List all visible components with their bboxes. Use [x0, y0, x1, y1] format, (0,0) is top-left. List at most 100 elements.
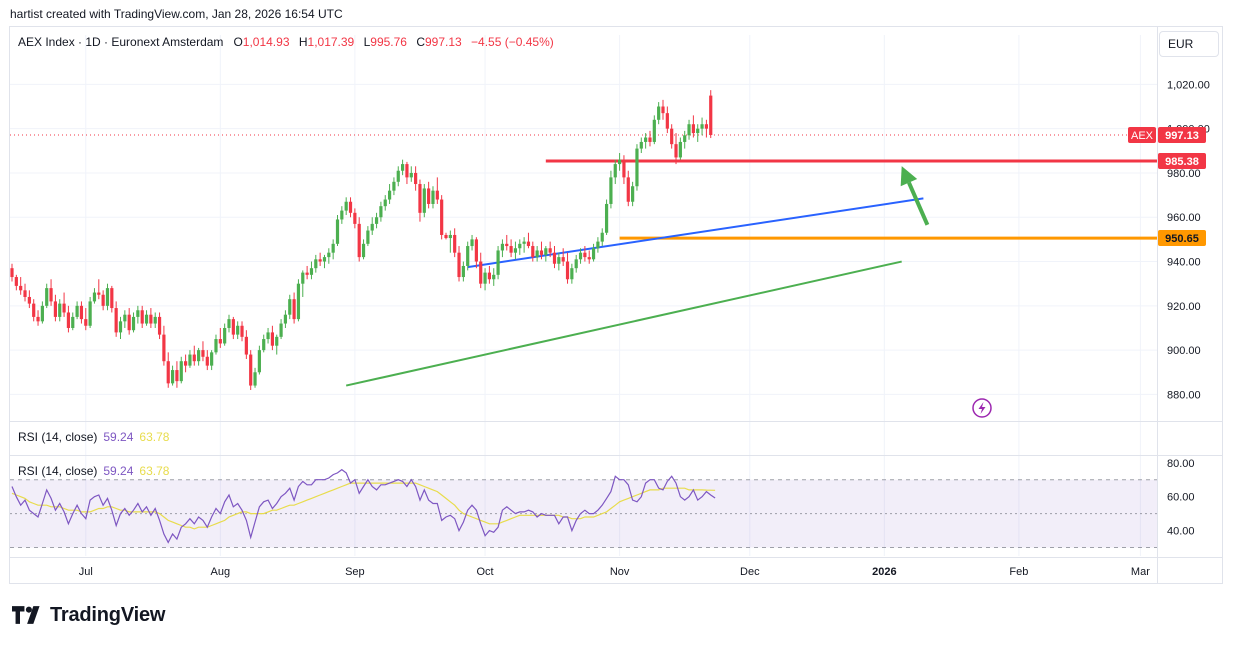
candle-body	[71, 316, 75, 328]
candle-body	[657, 106, 661, 120]
candle-body	[709, 95, 713, 136]
candle-body	[678, 141, 682, 158]
candle-body	[440, 199, 444, 235]
candle-body	[153, 316, 157, 324]
rsi-line	[11, 468, 716, 544]
close-label: C	[416, 35, 425, 49]
candle-body	[470, 239, 474, 247]
high-value: 1,017.39	[307, 35, 355, 49]
candle-body	[383, 199, 387, 207]
price-tick-label: 960.00	[1167, 212, 1201, 224]
time-tick-label: Oct	[476, 566, 493, 578]
tradingview-logo-icon	[12, 606, 40, 624]
rsi-ma-line	[11, 482, 716, 530]
trend-blue-line	[467, 197, 924, 269]
rsi-legend-2[interactable]: RSI (14, close) 59.24 63.78	[18, 464, 169, 478]
candle-body	[23, 290, 27, 297]
time-tick-label: Sep	[345, 566, 365, 578]
candle-body	[604, 203, 609, 233]
symbol-legend[interactable]: AEX Index · 1D · Euronext Amsterdam O1,0…	[18, 35, 554, 49]
candle-body	[275, 336, 279, 346]
candle-body	[279, 323, 283, 337]
candle-body	[370, 223, 374, 231]
candle-body	[570, 268, 574, 280]
candle-body	[101, 294, 105, 306]
candle-body	[348, 201, 353, 213]
candle-body	[340, 210, 344, 220]
candle-body	[618, 159, 622, 165]
lightning-icon	[972, 398, 992, 418]
candle-body	[704, 124, 708, 129]
chart-caption: hartist created with TradingView.com, Ja…	[10, 7, 343, 21]
candle-body	[296, 283, 301, 320]
candle-body	[409, 172, 413, 178]
price-tick-label: 880.00	[1167, 389, 1201, 401]
candle-body	[218, 339, 222, 344]
candle-body	[565, 261, 570, 280]
candle-body	[652, 119, 656, 142]
candle-body	[544, 248, 548, 255]
candle-body	[162, 334, 166, 362]
candle-body	[648, 137, 652, 142]
candle-body	[27, 296, 31, 304]
candle-body	[45, 288, 49, 306]
candle-body	[184, 361, 188, 366]
candle-body	[10, 268, 14, 278]
rsi-legend-1[interactable]: RSI (14, close) 59.24 63.78	[18, 430, 169, 444]
candle-body	[214, 339, 218, 353]
time-tick-label: Jul	[79, 566, 93, 578]
candle-body	[62, 303, 66, 313]
price-tag-text: 985.38	[1165, 156, 1199, 168]
candle-body	[110, 288, 114, 309]
candle-body	[500, 243, 505, 251]
time-tick-label: Feb	[1009, 566, 1028, 578]
candle-body	[505, 243, 509, 247]
price-tick-label: 940.00	[1167, 257, 1201, 269]
candle-body	[240, 325, 244, 337]
candle-body	[552, 252, 557, 264]
rsi-name: RSI (14, close)	[18, 464, 98, 478]
candle-body	[114, 308, 118, 333]
candle-body	[309, 268, 314, 275]
candle-body	[600, 232, 604, 242]
candle-body	[479, 261, 483, 284]
candle-body	[696, 128, 700, 134]
candle-body	[288, 299, 292, 315]
price-tick-label: 900.00	[1167, 345, 1201, 357]
candle-body	[483, 272, 487, 284]
candle-body	[578, 252, 583, 260]
candle-body	[283, 314, 288, 324]
candle-body	[253, 372, 257, 386]
candle-body	[626, 177, 630, 202]
candle-body	[205, 356, 209, 366]
candle-body	[361, 243, 366, 258]
candle-body	[635, 148, 639, 187]
arrow-shaft	[907, 181, 930, 226]
tradingview-logo[interactable]: TradingView	[12, 603, 165, 627]
candle-body	[179, 361, 183, 382]
price-tag-text: 950.65	[1165, 233, 1199, 245]
price-tick-label: 920.00	[1167, 301, 1201, 313]
candle-body	[531, 246, 535, 258]
low-label: L	[363, 35, 371, 49]
candle-body	[474, 239, 478, 262]
candle-body	[596, 241, 600, 249]
symbol-name: AEX Index · 1D · Euronext Amsterdam	[18, 35, 224, 49]
candle-body	[613, 164, 617, 178]
rsi-tick-label: 60.00	[1167, 492, 1195, 504]
candle-body	[374, 217, 379, 224]
candle-body	[453, 234, 457, 253]
rsi-name: RSI (14, close)	[18, 430, 98, 444]
candle-body	[353, 212, 357, 224]
candle-body	[262, 339, 266, 351]
candle-body	[522, 241, 526, 244]
candle-body	[401, 164, 405, 171]
candle-body	[166, 361, 170, 384]
time-tick-label: 2026	[872, 566, 896, 578]
candle-body	[335, 219, 340, 244]
rsi-ma-value: 63.78	[139, 430, 170, 444]
currency-button[interactable]: EUR	[1159, 31, 1219, 57]
time-tick-label: Aug	[211, 566, 231, 578]
candle-body	[118, 321, 123, 333]
